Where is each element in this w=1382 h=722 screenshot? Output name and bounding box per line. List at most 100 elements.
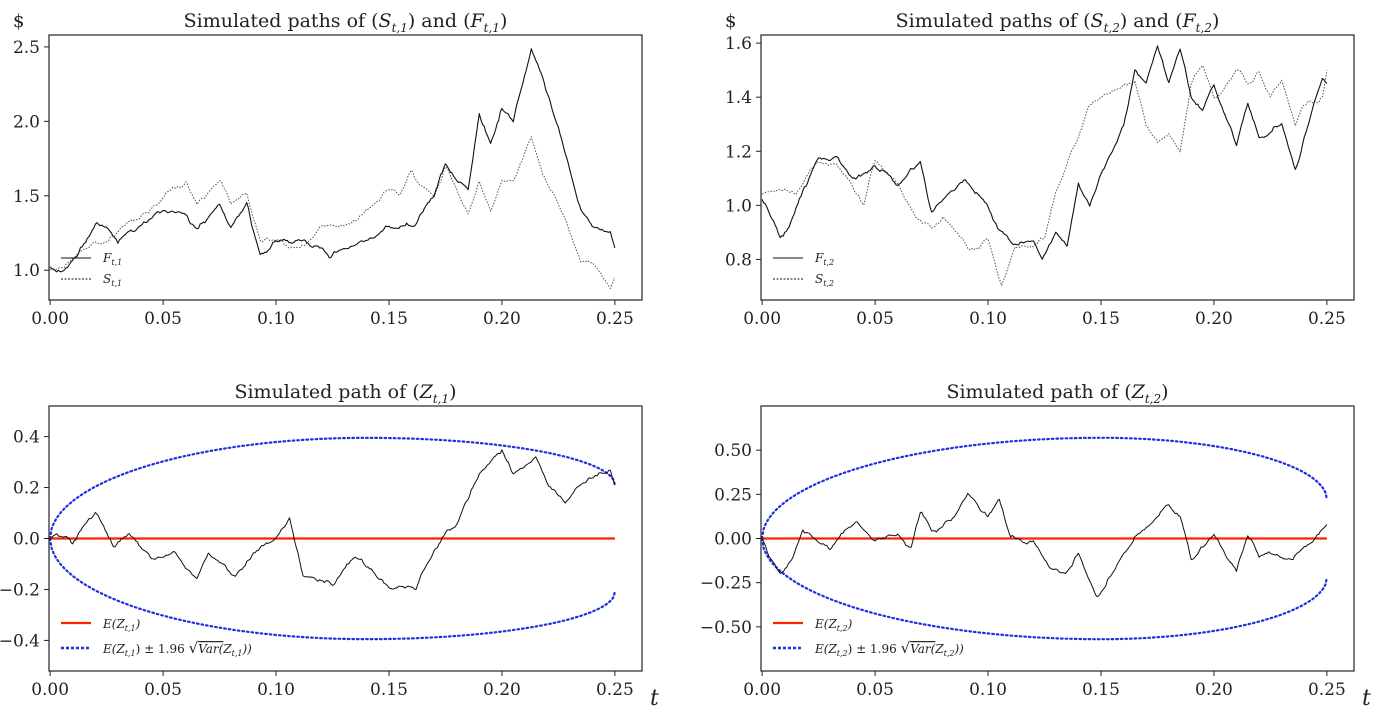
y-axis-unit-label: $ <box>725 11 736 32</box>
axes-frame <box>48 405 643 672</box>
chart-panel-4: Simulated path of (Zt,2)t0.00 0.05 0.10 0.1… <box>700 381 1371 711</box>
legend-symbol: S <box>103 272 111 286</box>
title-subscript: t,1 <box>484 21 500 35</box>
lower-confidence-band <box>49 537 617 641</box>
y-tick-label: 0.50 <box>714 441 752 461</box>
chart-panel-1: Simulated paths of (St,1) and (Ft,1) $0.0… <box>13 10 643 329</box>
title-text: Simulated path of ( <box>946 381 1131 403</box>
title-subscript: t,1 <box>392 21 408 35</box>
chart-title: Simulated path of (Zt,1) <box>234 381 456 406</box>
x-axis-label: t <box>1362 686 1371 711</box>
y-tick-label: 1.2 <box>725 142 752 162</box>
chart-title: Simulated paths of (St,1) and (Ft,1) <box>184 10 508 35</box>
x-tick-label: 0.15 <box>370 309 408 329</box>
x-tick-label: 0.00 <box>743 309 781 329</box>
x-tick-label: 0.20 <box>483 309 521 329</box>
legend-label-f: Ft,2 <box>814 251 834 267</box>
title-text: ) <box>449 381 456 403</box>
legend-label-s: St,2 <box>815 272 834 288</box>
axes-frame <box>760 405 1355 672</box>
plot-area <box>761 45 1328 287</box>
sqrt-sign: √ <box>901 639 911 657</box>
title-text: Simulated paths of ( <box>896 10 1091 32</box>
legend-label-s: St,1 <box>103 272 122 288</box>
x-axis-label: t <box>650 686 659 711</box>
y-tick-label: −0.50 <box>700 618 752 638</box>
y-tick-label: −0.25 <box>700 574 752 594</box>
legend-text: Var( <box>910 642 935 656</box>
x-tick-label: 0.10 <box>969 309 1007 329</box>
title-symbol: S <box>379 10 392 32</box>
plot-area <box>761 436 1329 641</box>
x-tick-label: 0.05 <box>856 680 894 700</box>
legend-label-f: Ft,1 <box>102 251 122 267</box>
title-text: ) <box>1161 381 1168 403</box>
chart-title: Simulated path of (Zt,2) <box>946 381 1168 406</box>
legend-symbol: Z <box>115 617 125 631</box>
y-tick-label: 1.0 <box>725 196 752 216</box>
y-tick-label: 0.4 <box>13 428 40 448</box>
legend-text: E( <box>102 642 117 656</box>
chart-panel-2: Simulated paths of (St,2) and (Ft,2) $0.0… <box>725 10 1355 329</box>
title-symbol: F <box>1181 10 1196 32</box>
legend-text: )) <box>241 642 252 656</box>
legend-subscript: t,2 <box>944 649 955 658</box>
title-subscript: t,1 <box>433 392 449 406</box>
legend-symbol: F <box>814 251 824 265</box>
x-tick-label: 0.00 <box>31 680 69 700</box>
x-tick-label: 0.05 <box>856 309 894 329</box>
upper-confidence-band <box>761 436 1329 540</box>
x-tick-label: 0.10 <box>257 309 295 329</box>
title-symbol: Z <box>419 381 434 403</box>
title-text: ) <box>1212 10 1219 32</box>
chart-title: Simulated paths of (St,2) and (Ft,2) <box>896 10 1220 35</box>
legend-subscript: t,2 <box>823 258 834 267</box>
legend-text: ) ± 1.96 <box>848 642 901 656</box>
series-line-f-2 <box>761 45 1328 260</box>
y-axis-unit-label: $ <box>13 11 24 32</box>
y-tick-label: 2.5 <box>13 38 40 58</box>
y-tick-label: 1.6 <box>725 34 752 54</box>
y-tick-label: 0.0 <box>13 530 40 550</box>
y-tick-label: 0.25 <box>714 485 752 505</box>
series-line-f-1 <box>49 48 616 273</box>
legend-subscript: t,1 <box>111 279 122 288</box>
title-subscript: t,2 <box>1196 21 1212 35</box>
simulated-path-line <box>761 492 1328 597</box>
x-tick-label: 0.15 <box>370 680 408 700</box>
legend-subscript: t,1 <box>111 258 122 267</box>
y-tick-label: 0.2 <box>13 479 40 499</box>
legend-symbol: Z <box>115 642 125 656</box>
title-text: ) <box>500 10 507 32</box>
legend-text: E( <box>814 642 829 656</box>
x-tick-label: 0.15 <box>1082 309 1120 329</box>
title-subscript: t,2 <box>1104 21 1120 35</box>
y-tick-label: 1.0 <box>13 261 40 281</box>
legend-label-mean: E(Zt,2) <box>814 617 853 633</box>
legend-subscript: t,1 <box>125 649 136 658</box>
title-symbol: Z <box>1131 381 1146 403</box>
y-tick-label: 1.5 <box>13 187 40 207</box>
legend-symbol: Z <box>827 642 837 656</box>
series-line-s-2 <box>761 65 1328 287</box>
legend-subscript: t,1 <box>232 649 243 658</box>
y-tick-label: −0.2 <box>0 580 40 600</box>
x-tick-label: 0.00 <box>31 309 69 329</box>
legend-subscript: t,2 <box>837 624 848 633</box>
title-subscript: t,2 <box>1145 392 1161 406</box>
legend-symbol: Z <box>827 617 837 631</box>
legend-text: E( <box>814 617 829 631</box>
x-tick-label: 0.25 <box>1308 680 1346 700</box>
legend-symbol: F <box>102 251 112 265</box>
x-tick-label: 0.10 <box>257 680 295 700</box>
y-tick-label: 0.00 <box>714 530 752 550</box>
x-tick-label: 0.10 <box>969 680 1007 700</box>
plot-area <box>49 48 616 289</box>
title-symbol: F <box>469 10 484 32</box>
legend-subscript: t,1 <box>125 624 136 633</box>
legend-text: ) ± 1.96 <box>136 642 189 656</box>
y-tick-label: 2.0 <box>13 112 40 132</box>
chart-panel-3: Simulated path of (Zt,1)t0.00 0.05 0.10 0.1… <box>0 381 659 711</box>
legend-text: ) <box>135 617 141 631</box>
